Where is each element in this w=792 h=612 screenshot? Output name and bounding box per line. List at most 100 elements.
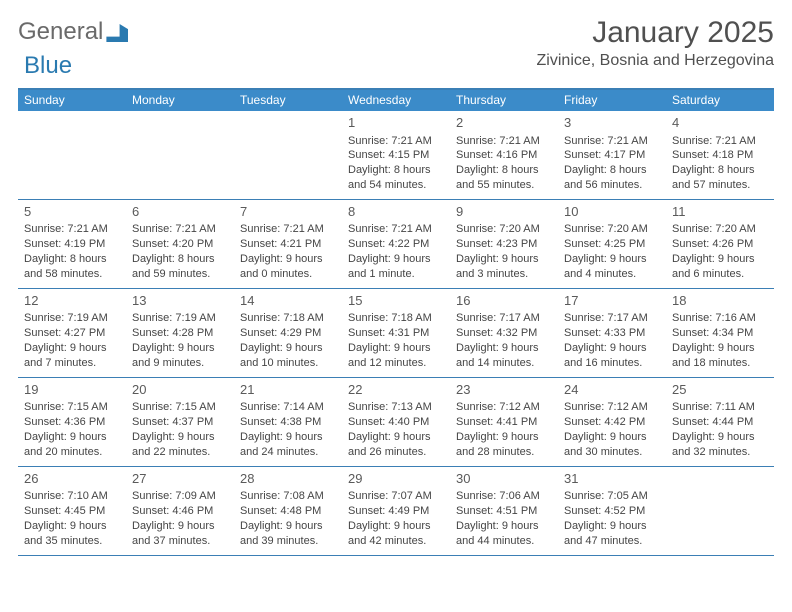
daylight2-text: and 10 minutes. [240,356,336,371]
daylight1-text: Daylight: 9 hours [132,341,228,356]
day-number: 1 [348,114,444,132]
sunset-text: Sunset: 4:22 PM [348,237,444,252]
day-cell [234,111,342,199]
logo-text-general: General [18,20,103,44]
day-cell: 28Sunrise: 7:08 AMSunset: 4:48 PMDayligh… [234,467,342,555]
sunset-text: Sunset: 4:37 PM [132,415,228,430]
day-cell: 12Sunrise: 7:19 AMSunset: 4:27 PMDayligh… [18,289,126,377]
sunset-text: Sunset: 4:20 PM [132,237,228,252]
daylight1-text: Daylight: 9 hours [348,341,444,356]
daylight2-text: and 16 minutes. [564,356,660,371]
day-cell: 15Sunrise: 7:18 AMSunset: 4:31 PMDayligh… [342,289,450,377]
daylight2-text: and 42 minutes. [348,534,444,549]
daylight2-text: and 14 minutes. [456,356,552,371]
day-cell: 9Sunrise: 7:20 AMSunset: 4:23 PMDaylight… [450,200,558,288]
daylight2-text: and 56 minutes. [564,178,660,193]
daylight2-text: and 59 minutes. [132,267,228,282]
sunrise-text: Sunrise: 7:07 AM [348,489,444,504]
day-number: 27 [132,470,228,488]
sunset-text: Sunset: 4:16 PM [456,148,552,163]
day-cell: 25Sunrise: 7:11 AMSunset: 4:44 PMDayligh… [666,378,774,466]
daylight2-text: and 55 minutes. [456,178,552,193]
sunset-text: Sunset: 4:29 PM [240,326,336,341]
day-cell: 29Sunrise: 7:07 AMSunset: 4:49 PMDayligh… [342,467,450,555]
week-row: 19Sunrise: 7:15 AMSunset: 4:36 PMDayligh… [18,378,774,467]
sunrise-text: Sunrise: 7:21 AM [240,222,336,237]
sunrise-text: Sunrise: 7:19 AM [24,311,120,326]
sunrise-text: Sunrise: 7:21 AM [348,222,444,237]
sunrise-text: Sunrise: 7:10 AM [24,489,120,504]
day-number: 19 [24,381,120,399]
daylight2-text: and 0 minutes. [240,267,336,282]
sunset-text: Sunset: 4:51 PM [456,504,552,519]
sunrise-text: Sunrise: 7:20 AM [672,222,768,237]
sunset-text: Sunset: 4:28 PM [132,326,228,341]
day-of-week: Tuesday [234,90,342,111]
sunrise-text: Sunrise: 7:21 AM [564,134,660,149]
month-title: January 2025 [537,16,774,50]
daylight2-text: and 18 minutes. [672,356,768,371]
daylight1-text: Daylight: 9 hours [132,430,228,445]
daylight1-text: Daylight: 9 hours [24,430,120,445]
day-number: 16 [456,292,552,310]
daylight1-text: Daylight: 9 hours [456,430,552,445]
day-cell: 19Sunrise: 7:15 AMSunset: 4:36 PMDayligh… [18,378,126,466]
day-number: 13 [132,292,228,310]
daylight1-text: Daylight: 9 hours [348,252,444,267]
sunrise-text: Sunrise: 7:20 AM [564,222,660,237]
daylight1-text: Daylight: 9 hours [24,341,120,356]
daylight2-text: and 47 minutes. [564,534,660,549]
daylight2-text: and 9 minutes. [132,356,228,371]
daylight1-text: Daylight: 9 hours [240,519,336,534]
daylight1-text: Daylight: 9 hours [564,430,660,445]
sunrise-text: Sunrise: 7:18 AM [240,311,336,326]
day-number: 3 [564,114,660,132]
day-number: 24 [564,381,660,399]
day-cell: 20Sunrise: 7:15 AMSunset: 4:37 PMDayligh… [126,378,234,466]
day-cell: 26Sunrise: 7:10 AMSunset: 4:45 PMDayligh… [18,467,126,555]
sunrise-text: Sunrise: 7:21 AM [672,134,768,149]
daylight1-text: Daylight: 9 hours [132,519,228,534]
daylight1-text: Daylight: 9 hours [564,341,660,356]
sunset-text: Sunset: 4:17 PM [564,148,660,163]
sunset-text: Sunset: 4:52 PM [564,504,660,519]
day-cell: 18Sunrise: 7:16 AMSunset: 4:34 PMDayligh… [666,289,774,377]
day-number: 10 [564,203,660,221]
sunset-text: Sunset: 4:46 PM [132,504,228,519]
sunset-text: Sunset: 4:25 PM [564,237,660,252]
day-of-week-row: SundayMondayTuesdayWednesdayThursdayFrid… [18,90,774,111]
sunrise-text: Sunrise: 7:21 AM [132,222,228,237]
title-block: January 2025 Zivinice, Bosnia and Herzeg… [537,16,774,70]
daylight1-text: Daylight: 9 hours [564,519,660,534]
sunset-text: Sunset: 4:34 PM [672,326,768,341]
day-cell: 4Sunrise: 7:21 AMSunset: 4:18 PMDaylight… [666,111,774,199]
daylight1-text: Daylight: 8 hours [564,163,660,178]
sail-icon [106,24,128,42]
sunset-text: Sunset: 4:49 PM [348,504,444,519]
day-number: 11 [672,203,768,221]
daylight2-text: and 1 minute. [348,267,444,282]
sunset-text: Sunset: 4:32 PM [456,326,552,341]
sunset-text: Sunset: 4:38 PM [240,415,336,430]
day-number: 9 [456,203,552,221]
daylight1-text: Daylight: 8 hours [672,163,768,178]
day-cell: 3 Sunrise: 7:21 AMSunset: 4:17 PMDaylight… [558,111,666,199]
day-cell: 11Sunrise: 7:20 AMSunset: 4:26 PMDayligh… [666,200,774,288]
day-number: 31 [564,470,660,488]
sunrise-text: Sunrise: 7:12 AM [456,400,552,415]
sunset-text: Sunset: 4:19 PM [24,237,120,252]
sunrise-text: Sunrise: 7:13 AM [348,400,444,415]
day-of-week: Thursday [450,90,558,111]
day-cell: 23Sunrise: 7:12 AMSunset: 4:41 PMDayligh… [450,378,558,466]
sunset-text: Sunset: 4:21 PM [240,237,336,252]
day-number: 14 [240,292,336,310]
daylight2-text: and 35 minutes. [24,534,120,549]
sunrise-text: Sunrise: 7:14 AM [240,400,336,415]
sunset-text: Sunset: 4:33 PM [564,326,660,341]
sunset-text: Sunset: 4:26 PM [672,237,768,252]
day-cell: 17Sunrise: 7:17 AMSunset: 4:33 PMDayligh… [558,289,666,377]
sunset-text: Sunset: 4:15 PM [348,148,444,163]
daylight2-text: and 4 minutes. [564,267,660,282]
day-cell: 24Sunrise: 7:12 AMSunset: 4:42 PMDayligh… [558,378,666,466]
sunset-text: Sunset: 4:27 PM [24,326,120,341]
